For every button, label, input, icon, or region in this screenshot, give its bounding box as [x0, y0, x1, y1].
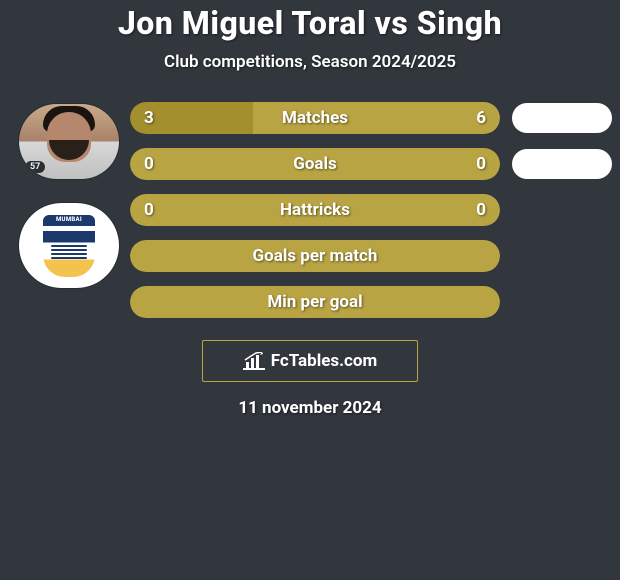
stat-bars: 3 6 Matches 0 0 Goals 0 0 Hattricks Goals per mat… [130, 102, 612, 318]
stat-row: 0 0 Hattricks [130, 194, 612, 226]
stat-label: Hattricks [280, 200, 350, 220]
avatar-rating-badge: 57 [25, 161, 45, 173]
date-text: 11 november 2024 [0, 398, 620, 418]
page-title: Jon Miguel Toral vs Singh [0, 4, 620, 42]
stat-row: 3 6 Matches [130, 102, 612, 134]
stat-label: Goals per match [253, 246, 378, 266]
stat-bar: 0 0 Goals [130, 148, 500, 180]
stat-pill [512, 103, 612, 133]
stat-value-left: 3 [144, 108, 154, 128]
stat-label: Goals [293, 154, 337, 174]
stat-pill [512, 149, 612, 179]
stat-value-left: 0 [144, 154, 154, 174]
stat-value-right: 6 [476, 108, 486, 128]
stat-bar: Goals per match [130, 240, 500, 272]
avatar-player-1: 57 [19, 104, 119, 179]
club-logo-text-top: MUMBAI [56, 216, 82, 223]
stat-bar: Min per goal [130, 286, 500, 318]
stat-label: Matches [282, 108, 348, 128]
subtitle: Club competitions, Season 2024/2025 [0, 52, 620, 72]
club-logo-waves [51, 245, 87, 259]
stat-bar: 3 6 Matches [130, 102, 500, 134]
stat-value-right: 0 [476, 200, 486, 220]
stat-row: Min per goal [130, 286, 612, 318]
avatar-player-2: MUMBAI CITY FC [19, 203, 119, 288]
chart-icon [243, 352, 265, 370]
club-logo-text-mid: CITY FC [53, 232, 84, 241]
comparison-card: Jon Miguel Toral vs Singh Club competiti… [0, 0, 620, 418]
stat-value-right: 0 [476, 154, 486, 174]
stat-value-left: 0 [144, 200, 154, 220]
stat-label: Min per goal [267, 292, 362, 312]
stat-bar: 0 0 Hattricks [130, 194, 500, 226]
club-logo: MUMBAI CITY FC [43, 215, 95, 277]
brand-box[interactable]: FcTables.com [202, 340, 418, 382]
stat-row: Goals per match [130, 240, 612, 272]
main-row: 57 MUMBAI CITY FC 3 6 Matches 0 0 Goals 0 0 Hatt… [0, 102, 620, 318]
avatar-column: 57 MUMBAI CITY FC [8, 102, 130, 288]
brand-text: FcTables.com [271, 351, 377, 371]
stat-row: 0 0 Goals [130, 148, 612, 180]
